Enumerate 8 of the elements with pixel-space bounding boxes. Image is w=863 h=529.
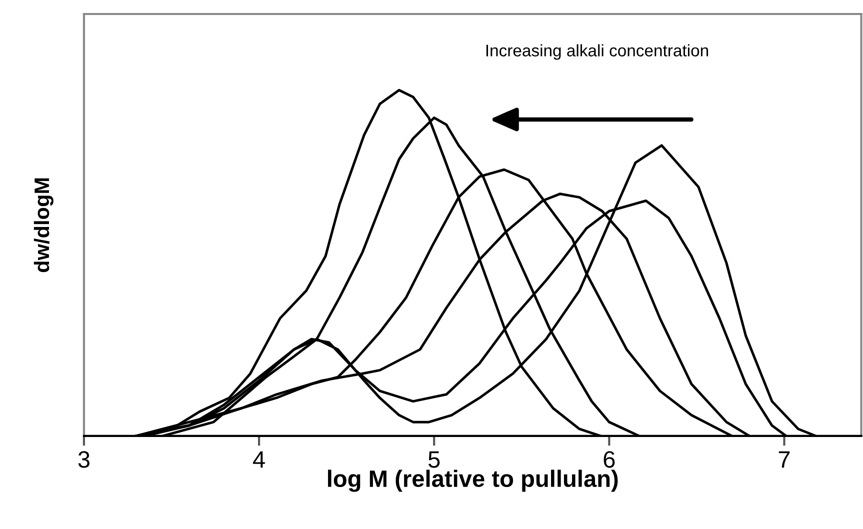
y-axis-title: dw/dlogM <box>34 178 54 272</box>
text: Increasing alkali concentration <box>486 44 708 60</box>
x-tick-label: 5 <box>428 451 440 468</box>
x-tick-label: 6 <box>604 451 615 468</box>
x-tick-label: 4 <box>253 451 265 468</box>
x-tick-label: 7 <box>778 451 790 468</box>
x-tick-label: 3 <box>78 451 90 468</box>
x-axis-title: log M (relative to pullulan) <box>328 470 618 492</box>
